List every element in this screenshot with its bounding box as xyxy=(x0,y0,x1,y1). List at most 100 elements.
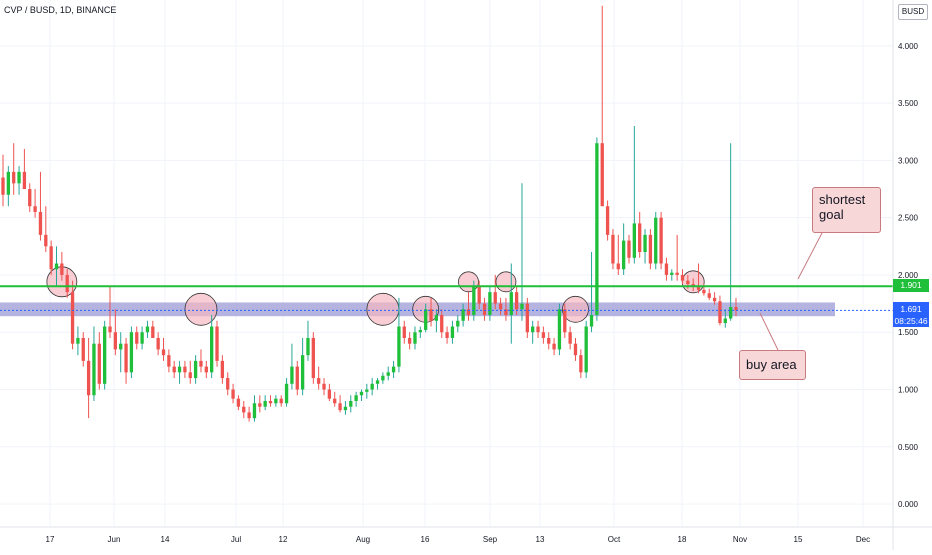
currency-label[interactable]: BUSD xyxy=(898,4,928,20)
y-tick-label: 1.000 xyxy=(898,386,919,395)
candle-body xyxy=(413,332,417,344)
candle xyxy=(268,395,273,407)
candle xyxy=(231,383,235,404)
x-tick-label: 14 xyxy=(161,535,170,544)
buy-callout-pointer xyxy=(759,312,779,351)
candle-body xyxy=(236,398,241,407)
candle xyxy=(92,326,96,401)
candle xyxy=(472,280,476,321)
candle-body xyxy=(129,332,134,373)
candle xyxy=(215,320,219,367)
candle-body xyxy=(579,355,583,373)
candle xyxy=(466,292,471,321)
candle-body xyxy=(605,206,610,235)
candle-body xyxy=(231,389,235,399)
candle-body xyxy=(177,366,182,373)
candle xyxy=(600,5,604,207)
candle xyxy=(108,286,112,338)
candle-body xyxy=(247,412,251,419)
candle-body xyxy=(204,366,208,373)
candle xyxy=(536,320,540,338)
x-tick-label: 16 xyxy=(421,535,430,544)
candle xyxy=(86,337,91,419)
candle xyxy=(520,183,524,321)
candle-body xyxy=(327,389,332,399)
candle xyxy=(135,326,139,350)
candle-body xyxy=(54,263,59,270)
candle xyxy=(188,360,192,384)
candle xyxy=(199,349,203,373)
y-tick-label: 1.500 xyxy=(898,328,919,337)
candle xyxy=(445,326,449,344)
candle xyxy=(461,303,465,327)
candle xyxy=(274,395,278,407)
candle xyxy=(621,223,626,275)
candle-body xyxy=(284,383,289,404)
candle-body xyxy=(514,292,519,310)
candle xyxy=(97,332,101,390)
candle xyxy=(531,320,535,344)
candle xyxy=(113,309,118,356)
candle-body xyxy=(113,332,118,350)
candle-body xyxy=(734,307,738,311)
candle xyxy=(386,366,390,381)
candle-body xyxy=(6,171,11,195)
candle xyxy=(488,286,492,321)
candle-body xyxy=(584,326,588,373)
candle-body xyxy=(252,403,257,419)
marker-circle xyxy=(495,271,517,293)
candle xyxy=(172,360,176,379)
candle xyxy=(183,360,187,379)
candle xyxy=(226,372,230,396)
candle-body xyxy=(28,189,32,207)
candle-body xyxy=(359,391,364,396)
buy-area-callout[interactable]: buy area xyxy=(739,350,806,380)
candle xyxy=(38,171,43,241)
candle-body xyxy=(12,171,16,184)
candle-body xyxy=(167,355,171,367)
candle xyxy=(145,320,150,338)
candle xyxy=(450,320,455,344)
candle xyxy=(402,320,406,344)
shortest-goal-callout[interactable]: shortest goal xyxy=(812,187,881,233)
candle-body xyxy=(210,326,214,373)
candle-body xyxy=(102,326,107,384)
candle-body xyxy=(418,329,422,333)
candle xyxy=(12,143,16,195)
candle-body xyxy=(311,337,315,379)
candle xyxy=(338,395,342,413)
candle xyxy=(167,349,171,373)
candle-body xyxy=(370,383,374,390)
candle xyxy=(343,400,348,415)
candle-body xyxy=(354,395,358,401)
candle-body xyxy=(1,177,5,195)
candle xyxy=(65,269,69,298)
candle xyxy=(220,355,225,384)
candle xyxy=(397,297,401,373)
candle-body xyxy=(547,337,551,344)
candle-body xyxy=(140,332,144,344)
candle xyxy=(279,395,283,407)
chart-title: CVP / BUSD, 1D, BINANCE xyxy=(4,5,117,15)
candle-body xyxy=(365,389,369,392)
candle-body xyxy=(648,234,653,264)
candle xyxy=(680,269,685,285)
candle-body xyxy=(686,280,690,285)
candle-body xyxy=(306,337,310,356)
candle xyxy=(258,395,262,413)
candle-body xyxy=(477,286,481,304)
candle xyxy=(568,326,572,350)
y-tick-label: 4.000 xyxy=(898,42,919,51)
candle-body xyxy=(300,355,305,390)
candle xyxy=(712,292,717,305)
candle-body xyxy=(445,332,449,338)
candle xyxy=(193,355,198,384)
candle-body xyxy=(712,297,717,302)
candle xyxy=(1,154,5,207)
candle-body xyxy=(621,240,626,270)
candle xyxy=(290,343,294,390)
candle-body xyxy=(81,337,85,361)
candle-body xyxy=(728,307,733,319)
